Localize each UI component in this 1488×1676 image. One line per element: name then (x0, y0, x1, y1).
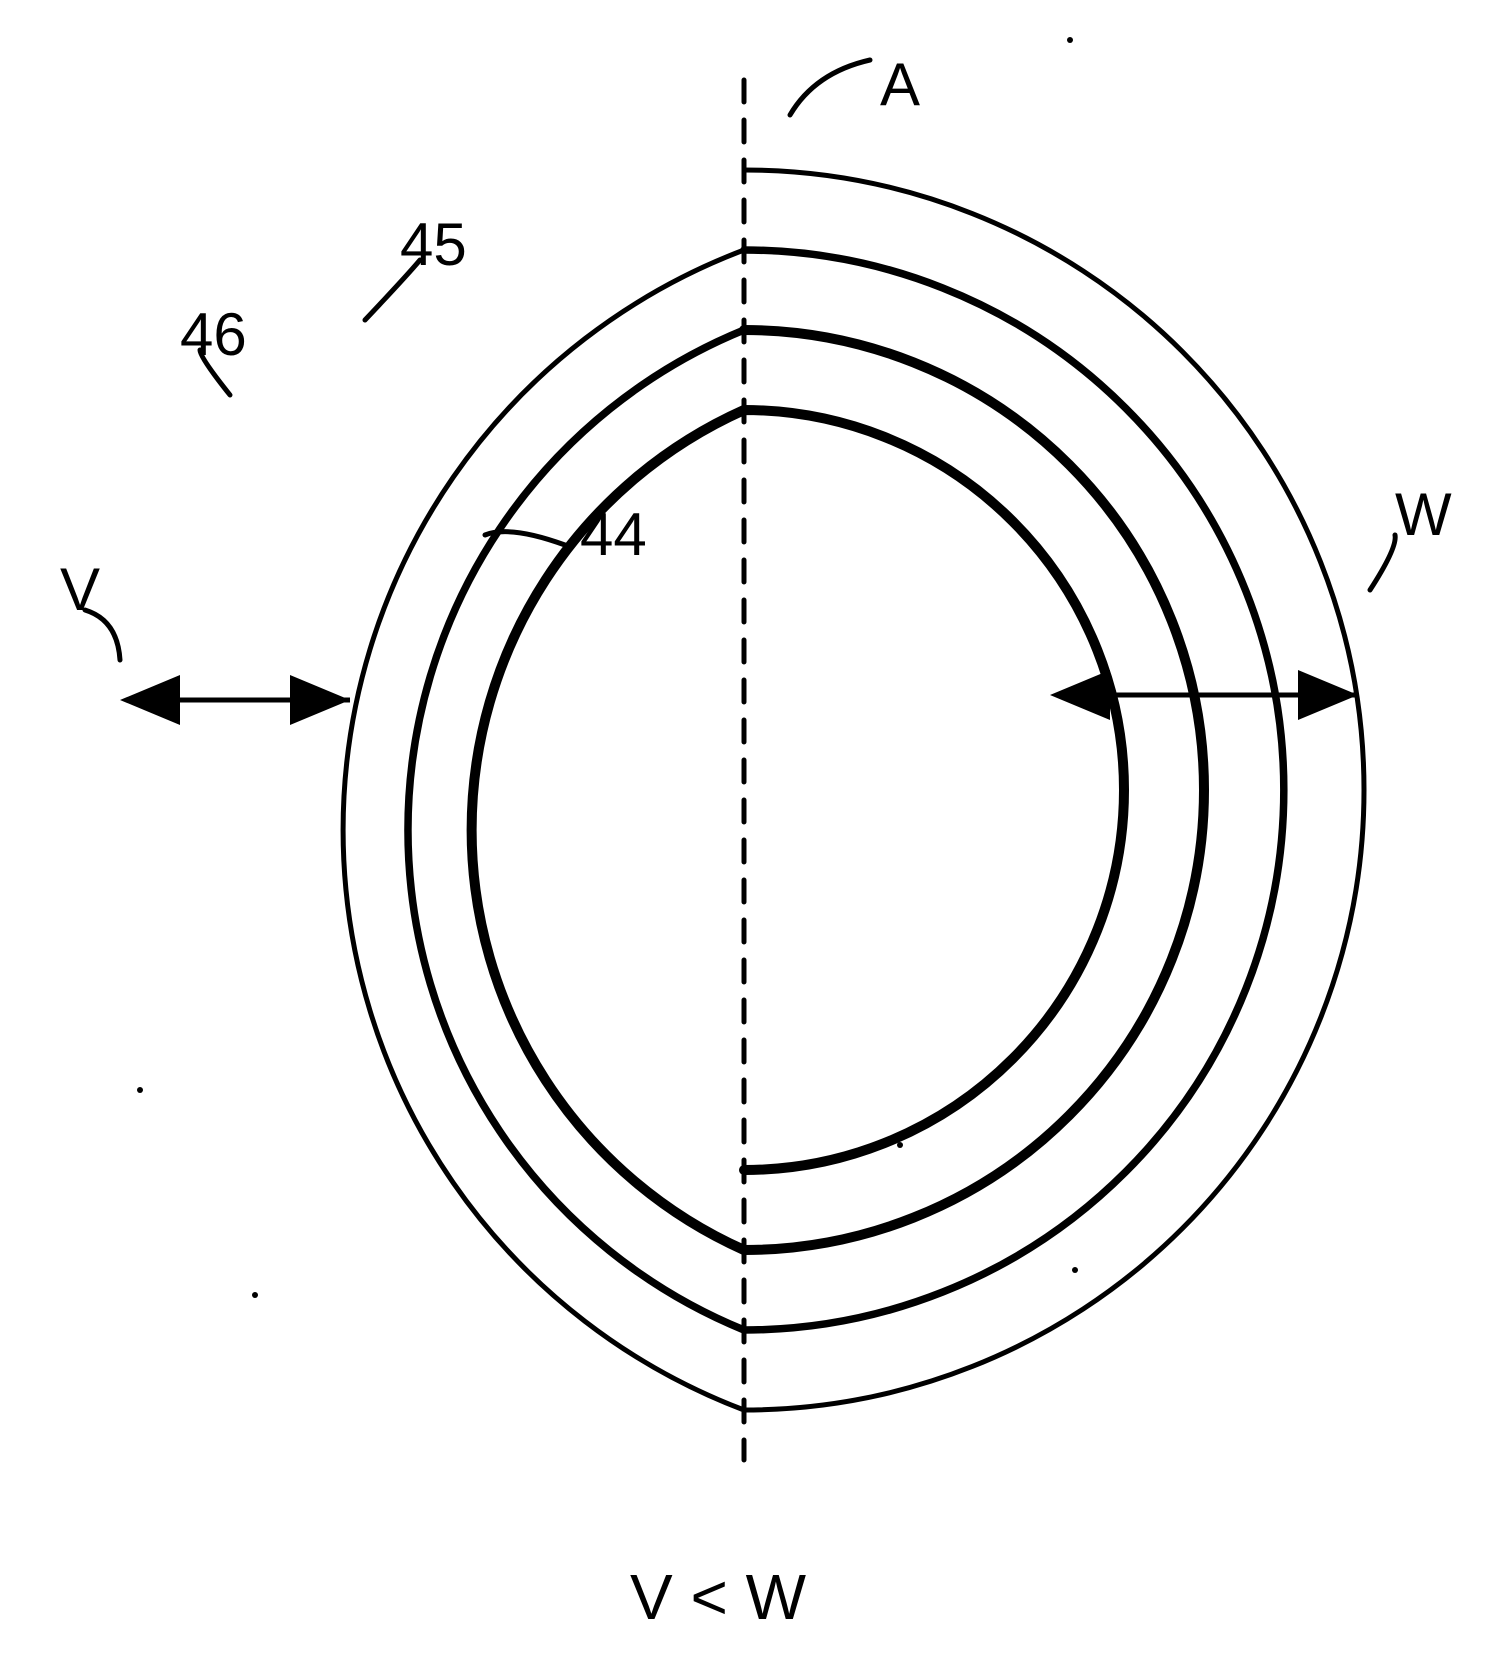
leader-A (790, 60, 870, 115)
spiral-outer (343, 170, 1364, 1410)
diagram-svg (0, 0, 1488, 1676)
diagram-root: A 45 46 44 V W V < W (0, 0, 1488, 1676)
spiral-inner (472, 330, 1204, 1250)
label-46: 46 (180, 300, 247, 369)
speck-3 (252, 1292, 258, 1298)
speck-0 (1067, 37, 1073, 43)
speck-2 (1072, 1267, 1078, 1273)
label-V: V (60, 555, 100, 624)
relation-text: V < W (630, 1560, 806, 1634)
label-A: A (880, 50, 920, 119)
label-44: 44 (580, 500, 647, 569)
label-W: W (1395, 480, 1452, 549)
leader-W (1370, 535, 1395, 590)
spiral-mid (408, 250, 1284, 1330)
speck-4 (137, 1087, 143, 1093)
label-45: 45 (400, 210, 467, 279)
speck-1 (897, 1142, 903, 1148)
